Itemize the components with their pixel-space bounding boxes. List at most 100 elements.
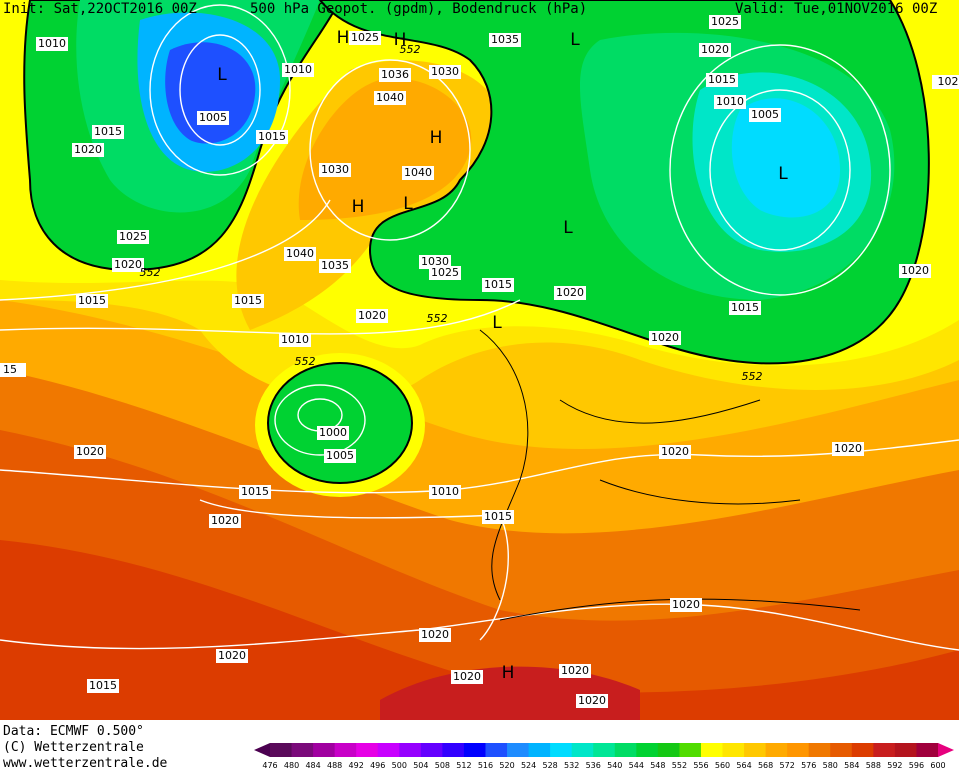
- colorbar-label: 520: [499, 761, 514, 770]
- isobar-label-box: [832, 442, 864, 456]
- isobar-label-box: [482, 510, 514, 524]
- map-labels: 1010 1025 552 1035 1025 1020 1010 1036 1030 1015 1…: [0, 15, 959, 708]
- pressure-center: H: [337, 28, 350, 48]
- colorbar-swatch: [679, 743, 702, 757]
- isobar-label-box: [0, 363, 26, 377]
- isobar-label-box: [92, 125, 124, 139]
- colorbar-label: 600: [930, 761, 945, 770]
- colorbar: 476 480 484 488 492 496 500 504 508 512 516 520 524 5…: [254, 743, 954, 770]
- isobar-label: 1020: [556, 286, 584, 299]
- band-592: [380, 666, 640, 720]
- isobar-label: 552: [400, 43, 421, 56]
- isobar-label: 1036: [381, 68, 409, 81]
- colorbar-label: 572: [780, 761, 795, 770]
- colorbar-label: 532: [564, 761, 579, 770]
- colorbar-swatch: [808, 743, 831, 757]
- colorbar-label: 524: [521, 761, 536, 770]
- isobar-label-box: [209, 514, 241, 528]
- greenland-core: [298, 78, 472, 220]
- isobar-label: 1010: [38, 37, 66, 50]
- isobar-label: 1015: [234, 294, 262, 307]
- isobar-label: 1015: [78, 294, 106, 307]
- isobar-label: 1025: [351, 31, 379, 44]
- colorbar-label: 560: [715, 761, 730, 770]
- isobar-label-box: [699, 43, 731, 57]
- isobar-label-box: [489, 33, 521, 47]
- colorbar-swatch: [765, 743, 788, 757]
- colorbar-label: 596: [909, 761, 924, 770]
- isobar-label: 1000: [319, 426, 347, 439]
- pressure-center: L: [570, 30, 580, 50]
- colorbar-swatch: [485, 743, 508, 757]
- colorbar-swatch: [528, 743, 551, 757]
- isobar-label: 1020: [661, 445, 689, 458]
- isobar-label-box: [112, 258, 144, 272]
- isobar-label: 1005: [751, 108, 779, 121]
- colorbar-swatch: [593, 743, 616, 757]
- isobar-label-box: [559, 664, 591, 678]
- colorbar-swatch: [614, 743, 637, 757]
- colorbar-label: 480: [284, 761, 299, 770]
- isobar-label: 1040: [376, 91, 404, 104]
- isobar-label: 1020: [561, 664, 589, 677]
- isobar-label-box: [256, 130, 288, 144]
- pressure-center: L: [492, 313, 502, 333]
- isobar-label: 15: [3, 363, 17, 376]
- colorbar-swatch: [399, 743, 422, 757]
- colorbar-swatch: [700, 743, 724, 757]
- colorbar-label: 500: [392, 761, 407, 770]
- pressure-center: H: [502, 663, 515, 683]
- isobar: [149, 4, 291, 176]
- colorbar-swatch: [334, 743, 357, 757]
- isobar-label-box: [317, 426, 349, 440]
- colorbar-swatch: [916, 743, 939, 757]
- isobar-label-box: [282, 63, 314, 77]
- isobar-label-box: [554, 286, 586, 300]
- isobar-label-box: [709, 15, 741, 29]
- isobar-label: 1010: [716, 95, 744, 108]
- isobar: [309, 59, 471, 241]
- isobar-label-box: [659, 445, 691, 459]
- colorbar-swatch: [571, 743, 594, 757]
- map: 1010 1025 552 1035 1025 1020 1010 1036 1030 1015 1…: [0, 0, 959, 720]
- colorbar-label: 484: [305, 761, 320, 770]
- low-nw-center: [165, 42, 256, 144]
- isobar-label: 1020: [578, 694, 606, 707]
- isobar-label: 1020: [218, 649, 246, 662]
- isobar-label: 1015: [241, 485, 269, 498]
- colorbar-swatch: [873, 743, 896, 757]
- colorbar-label: 576: [801, 761, 816, 770]
- colorbar-over: [938, 743, 954, 757]
- map-title: 500 hPa Geopot. (gpdm), Bodendruck (hPa): [250, 1, 587, 17]
- colorbar-swatch: [550, 743, 573, 757]
- isobar-label-box: [279, 333, 311, 347]
- colorbar-label: 564: [736, 761, 751, 770]
- isobar-label: 552: [140, 266, 161, 279]
- pressure-center: L: [217, 65, 227, 85]
- isobar-label: 1030: [321, 163, 349, 176]
- colorbar-swatch: [851, 743, 874, 757]
- colorbar-under: [254, 743, 270, 757]
- isobar-label-box: [356, 309, 388, 323]
- isobar-label-box: [670, 598, 702, 612]
- isobar-label-box: [576, 694, 608, 708]
- website: www.wetterzentrale.de: [3, 756, 168, 770]
- colorbar-swatch: [636, 743, 659, 757]
- isobar-label-box: [87, 679, 119, 693]
- isobar-label-box: [72, 143, 104, 157]
- colorbar-label: 488: [327, 761, 342, 770]
- isobar-label: 1005: [326, 449, 354, 462]
- isobar-label: 552: [295, 355, 316, 368]
- isobar-label-box: [319, 259, 351, 273]
- isobar-label-box: [729, 301, 761, 315]
- isobar-label: 1020: [672, 598, 700, 611]
- isobar-label-box: [349, 31, 381, 45]
- isobar-label-box: [649, 331, 681, 345]
- isobar-label-box: [402, 166, 434, 180]
- colorbar-label: 476: [262, 761, 277, 770]
- isobar: [709, 89, 851, 251]
- isobar-label-box: [36, 37, 68, 51]
- init-time: Init: Sat,22OCT2016 00Z: [3, 1, 197, 17]
- isobar-label: 1015: [731, 301, 759, 314]
